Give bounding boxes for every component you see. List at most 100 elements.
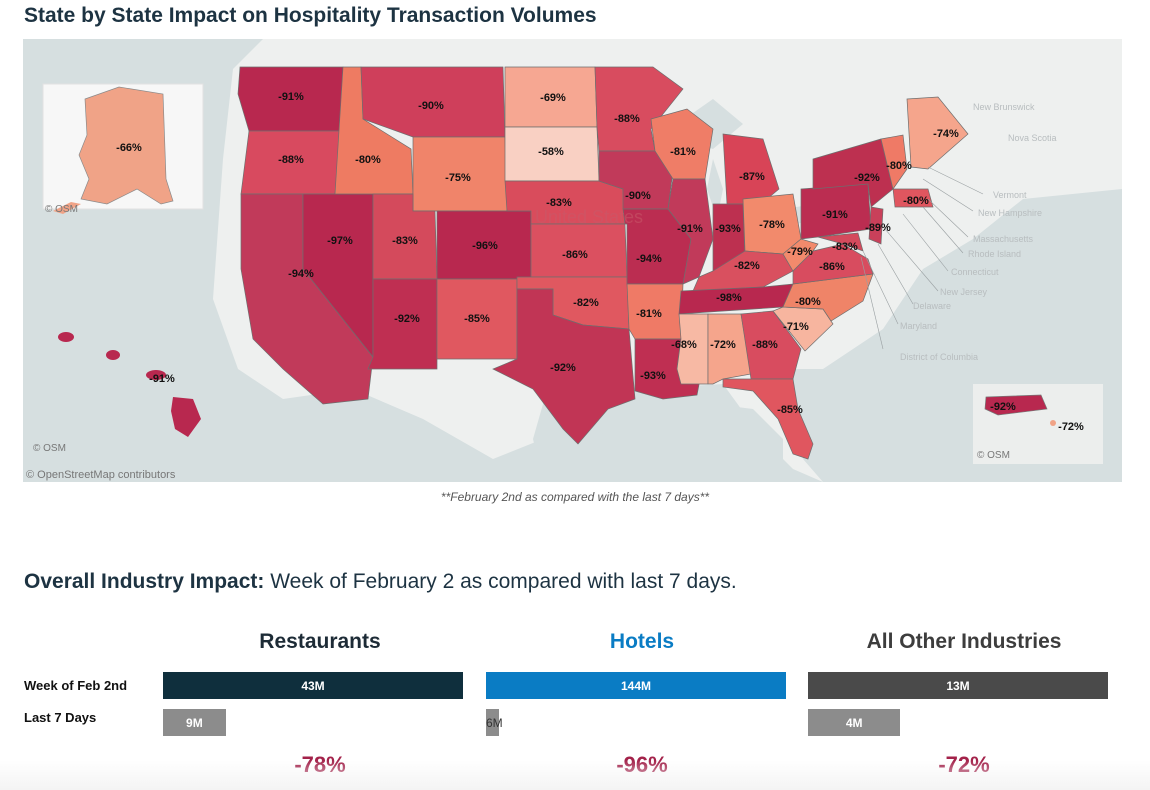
state-label-south-dakota: -58% (538, 146, 564, 158)
state-massachusetts[interactable] (892, 188, 934, 208)
leader-lines (860, 166, 984, 350)
state-label-oklahoma: -82% (573, 297, 599, 309)
basemap-label: Massachusetts (973, 234, 1034, 244)
state-label-illinois: -91% (677, 223, 703, 235)
bar-label-last7-restaurants: 9M (186, 715, 203, 730)
bar-last7-restaurants[interactable]: 9M (163, 709, 226, 736)
state-label-pennsylvania: -91% (822, 209, 848, 221)
category-title-restaurants: Restaurants (259, 630, 381, 653)
state-label-kentucky: -82% (734, 260, 760, 272)
industry-heading-rest: Week of February 2 as compared with last… (264, 570, 737, 593)
state-label-kansas: -86% (562, 249, 588, 261)
state-hawaii[interactable] (171, 397, 201, 437)
basemap-label: United States (535, 207, 643, 227)
state-minnesota[interactable] (594, 66, 684, 152)
state-label-vermont: -80% (886, 160, 912, 172)
state-label-indiana: -93% (715, 223, 741, 235)
state-florida[interactable] (722, 378, 814, 460)
state-georgia[interactable] (740, 310, 802, 380)
bar-last7-other[interactable]: 4M (808, 709, 901, 736)
state-labels: -91% -88% -94% -97% -80% -90% -75% -83% … (116, 91, 1084, 433)
state-label-colorado: -96% (472, 240, 498, 252)
hawaii-island-kauai (58, 332, 74, 342)
state-label-new-mexico: -85% (464, 313, 490, 325)
state-label-texas: -92% (550, 362, 576, 374)
state-maine[interactable] (906, 96, 969, 170)
bar-last7-hotels[interactable]: 6M (486, 709, 503, 736)
state-label-oregon: -88% (278, 154, 304, 166)
basemap-label: New Brunswick (973, 102, 1035, 112)
state-label-arizona: -92% (394, 313, 420, 325)
virgin-islands (1050, 420, 1056, 426)
pacific-ocean (23, 39, 823, 482)
basemap-label: Nova Scotia (1008, 133, 1057, 143)
state-label-massachusetts: -80% (903, 195, 929, 207)
states-layer (237, 66, 969, 460)
industry-heading-bold: Overall Industry Impact: (24, 570, 265, 593)
bar-label-current-other: 13M (946, 678, 970, 693)
basemap-labels: New Brunswick Nova Scotia Vermont New Ha… (535, 102, 1057, 362)
bar-label-current-hotels: 144M (620, 678, 652, 693)
state-label-nevada: -97% (327, 235, 353, 247)
state-vermont[interactable] (880, 134, 908, 190)
state-label-california: -94% (288, 268, 314, 280)
state-label-puerto-rico: -92% (990, 401, 1016, 413)
basemap-label: Delaware (913, 301, 951, 311)
row-label-last-7-days: Last 7 Days (24, 710, 97, 725)
state-label-georgia: -88% (752, 339, 778, 351)
osm-attributions: © OSM © OSM © OSM © OpenStreetMap contri… (26, 204, 1010, 481)
state-label-idaho: -80% (355, 154, 381, 166)
bar-current-hotels[interactable]: 144M (486, 672, 786, 699)
state-illinois[interactable] (667, 178, 714, 285)
state-label-alaska: -66% (116, 142, 142, 154)
state-puerto-rico[interactable] (984, 394, 1048, 416)
state-label-south-carolina: -71% (783, 321, 809, 333)
state-new-jersey[interactable] (868, 206, 884, 245)
state-label-minnesota: -88% (614, 113, 640, 125)
state-label-wyoming: -75% (445, 172, 471, 184)
state-label-montana: -90% (418, 100, 444, 112)
state-label-arkansas: -81% (636, 308, 662, 320)
category-title-other: All Other Industries (866, 630, 1062, 653)
category-title-hotels: Hotels (609, 630, 675, 653)
state-label-michigan: -87% (739, 171, 765, 183)
state-label-mississippi: -68% (671, 339, 697, 351)
state-label-hawaii: -91% (149, 373, 175, 385)
state-label-utah: -83% (392, 235, 418, 247)
state-label-tennessee: -98% (716, 292, 742, 304)
basemap-label: Vermont (993, 190, 1027, 200)
alaska-aleutians (53, 202, 81, 214)
state-label-new-york: -92% (854, 172, 880, 184)
state-label-north-dakota: -69% (540, 92, 566, 104)
osm-label-alaska: © OSM (45, 204, 78, 215)
state-label-north-carolina: -80% (795, 296, 821, 308)
state-alaska[interactable] (78, 86, 174, 205)
basemap-label: New Hampshire (978, 208, 1042, 218)
state-label-ohio: -78% (759, 219, 785, 231)
bar-label-last7-hotels: 6M (486, 715, 503, 730)
map-caption: **February 2nd as compared with the last… (440, 490, 710, 504)
bar-current-restaurants[interactable]: 43M (163, 672, 463, 699)
state-west-virginia[interactable] (782, 238, 819, 272)
basemap-label: Connecticut (951, 267, 999, 277)
state-label-washington: -91% (278, 91, 304, 103)
state-label-virgin-islands: -72% (1058, 421, 1084, 433)
bar-current-other[interactable]: 13M (808, 672, 1108, 699)
basemap-label: New Jersey (940, 287, 988, 297)
state-arizona[interactable] (367, 278, 438, 370)
bar-label-current-restaurants: 43M (301, 678, 325, 693)
state-label-virginia: -86% (819, 261, 845, 273)
map-svg: New Brunswick Nova Scotia Vermont New Ha… (23, 39, 1122, 482)
row-label-current-week: Week of Feb 2nd (24, 678, 128, 693)
state-label-missouri: -94% (636, 253, 662, 265)
state-label-louisiana: -93% (640, 370, 666, 382)
state-label-iowa: -90% (625, 190, 651, 202)
state-label-nebraska: -83% (546, 197, 572, 209)
osm-label-puerto-rico: © OSM (977, 450, 1010, 461)
state-texas[interactable] (492, 288, 636, 445)
state-label-maryland: -83% (832, 241, 858, 253)
state-choropleth-map[interactable]: New Brunswick Nova Scotia Vermont New Ha… (23, 39, 1122, 482)
state-label-new-jersey: -89% (865, 222, 891, 234)
basemap-label: District of Columbia (900, 352, 978, 362)
gulf-of-mexico (533, 369, 783, 482)
